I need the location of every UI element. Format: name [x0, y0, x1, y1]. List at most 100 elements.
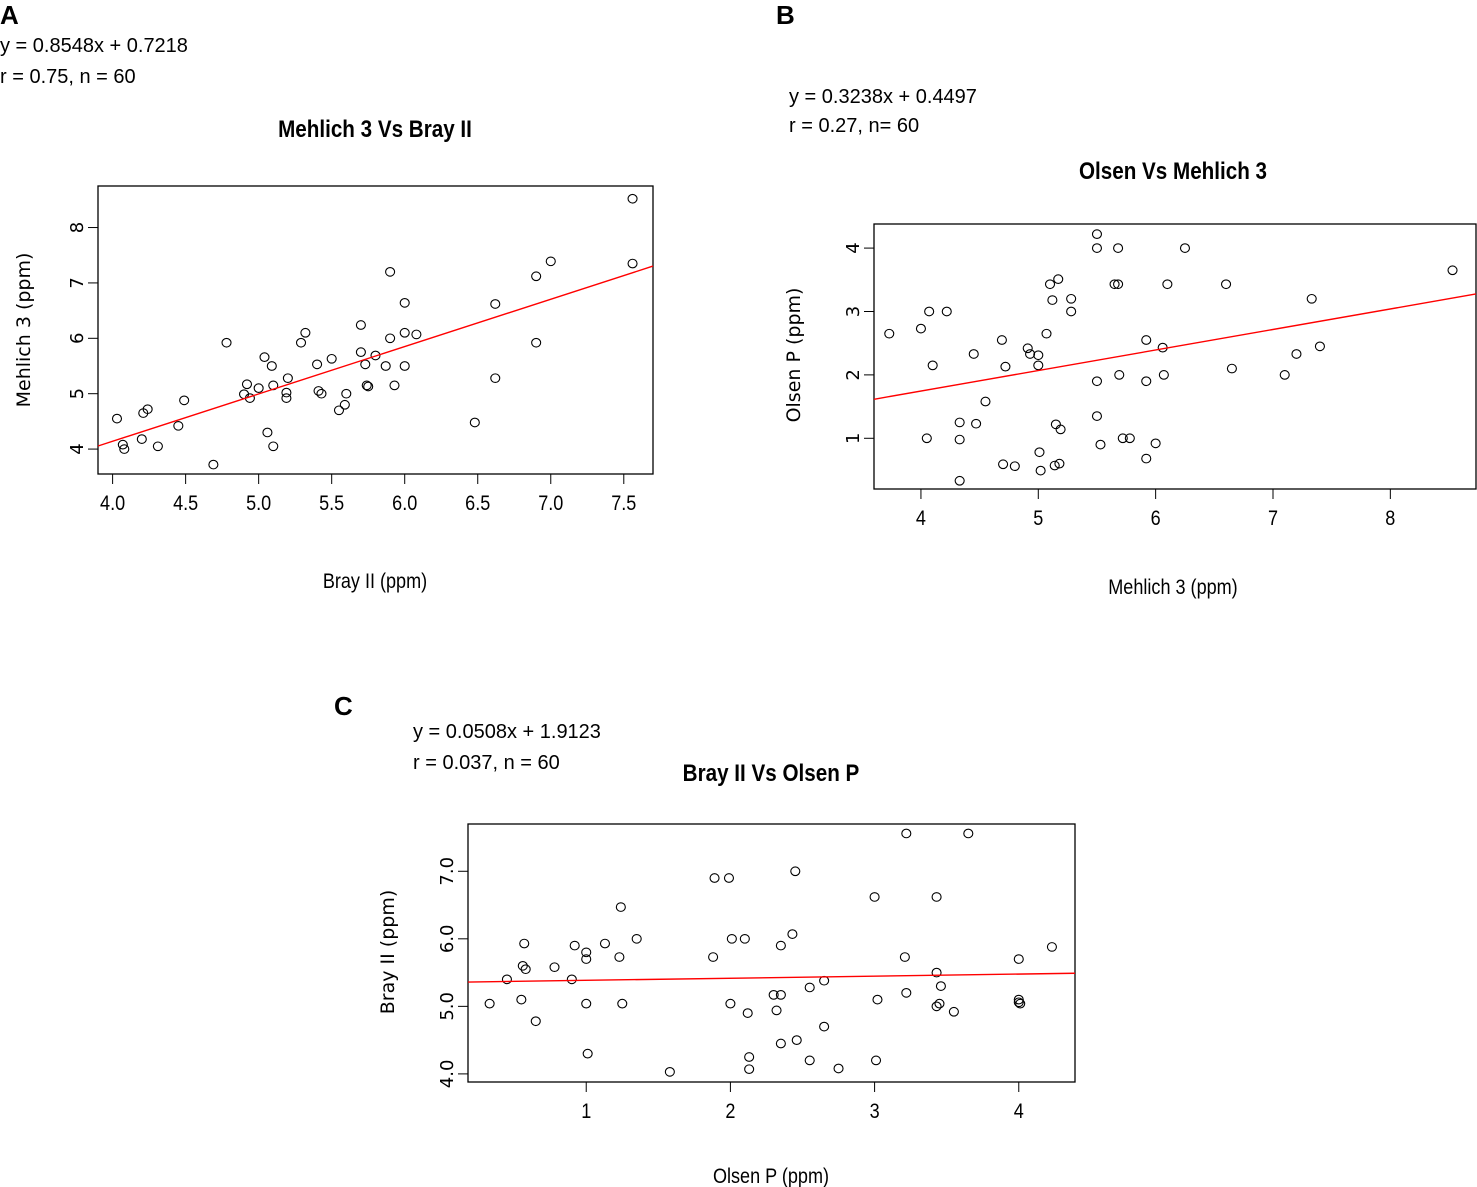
x-tick-label: 6.5 [465, 492, 490, 516]
data-point [1091, 229, 1103, 239]
data-point [1013, 997, 1024, 1008]
data-point [1047, 295, 1058, 305]
x-tick-label: 6.0 [392, 492, 417, 516]
data-point [520, 964, 531, 975]
data-point [1220, 279, 1232, 290]
x-axis: 1 2 3 4 [581, 1081, 1024, 1124]
data-point [614, 952, 625, 962]
data-point [385, 266, 396, 277]
data-points [884, 229, 1458, 486]
data-point [1013, 994, 1024, 1005]
data-point [948, 1006, 959, 1017]
data-point [726, 933, 737, 944]
data-point [119, 444, 130, 454]
data-point [313, 386, 324, 396]
data-point [519, 938, 530, 949]
y-tick-label: 6 [67, 333, 88, 344]
data-point [281, 393, 292, 403]
data-point [771, 1005, 782, 1016]
data-point [531, 337, 542, 348]
data-point [901, 828, 912, 839]
x-axis: 4.0 4.5 5.0 5.5 6.0 6.5 7.0 7.5 [100, 473, 636, 516]
data-point [1050, 419, 1061, 430]
data-point [1124, 433, 1135, 444]
data-point [179, 395, 190, 406]
x-tick-label: 7 [1268, 507, 1278, 531]
data-point [927, 360, 938, 371]
data-point [742, 1008, 753, 1018]
data-point [490, 299, 501, 309]
data-point [253, 383, 264, 394]
data-point [581, 947, 592, 958]
plot-frame [97, 185, 654, 475]
data-point [411, 329, 422, 340]
data-point [380, 361, 391, 371]
data-point [935, 981, 946, 991]
data-point [872, 994, 883, 1005]
data-point [1066, 306, 1077, 317]
x-tick-label: 3 [870, 1100, 880, 1124]
data-points [484, 828, 1057, 1077]
data-point [516, 994, 527, 1005]
x-tick-label: 5 [1033, 507, 1043, 531]
data-point [869, 892, 880, 902]
data-point [469, 417, 480, 428]
x-tick-label: 7.5 [611, 492, 636, 516]
data-point [723, 873, 735, 883]
data-point [870, 1055, 882, 1066]
regression-line [873, 293, 1477, 400]
data-point [221, 337, 232, 348]
data-point [954, 475, 965, 486]
data-point [921, 433, 932, 444]
data-point [1306, 293, 1317, 304]
data-point [545, 256, 556, 267]
data-point [1113, 279, 1124, 290]
data-point [744, 1064, 755, 1075]
regression-equation: y = 0.3238x + 0.4497 [789, 86, 977, 108]
data-point [1044, 279, 1056, 290]
plot-frame [873, 223, 1477, 490]
y-tick-label: 5.0 [437, 992, 458, 1021]
data-point [615, 902, 626, 912]
y-axis: 4 5 6 7 8 [67, 222, 99, 455]
data-point [1000, 361, 1011, 372]
data-point [262, 427, 273, 438]
data-point [775, 940, 786, 951]
y-tick-label: 7 [67, 277, 88, 288]
data-point [819, 1021, 830, 1032]
data-point [787, 929, 798, 939]
data-point [136, 434, 147, 444]
data-point [1091, 411, 1103, 421]
data-point [582, 1048, 593, 1059]
data-point [790, 866, 801, 877]
y-axis-label: Mehlich 3 (ppm) [13, 253, 35, 408]
data-point [333, 405, 345, 416]
data-point [1114, 370, 1125, 380]
data-point [963, 828, 974, 839]
data-point [627, 258, 638, 269]
data-point [833, 1063, 844, 1074]
y-tick-label: 4 [67, 443, 88, 454]
x-tick-label: 6 [1151, 507, 1161, 531]
data-point [326, 353, 337, 364]
data-point [1091, 376, 1103, 387]
data-point [1041, 328, 1052, 339]
data-point [111, 413, 123, 424]
data-point [1141, 335, 1152, 345]
panel-c: C y = 0.0508x + 1.9123 r = 0.037, n = 60… [334, 691, 1076, 1187]
data-point [1034, 447, 1045, 458]
data-point [1162, 279, 1173, 290]
data-point [259, 352, 270, 362]
data-point [941, 306, 952, 317]
data-point [399, 361, 410, 371]
data-point [355, 347, 366, 358]
data-point [361, 380, 372, 391]
x-tick-label: 5.5 [319, 492, 344, 516]
x-tick-label: 7.0 [538, 492, 563, 516]
y-tick-label: 7.0 [437, 857, 458, 886]
data-point [363, 381, 374, 392]
data-point [241, 379, 253, 390]
regression-stats: r = 0.75, n = 60 [0, 66, 136, 88]
data-point [1447, 265, 1458, 276]
